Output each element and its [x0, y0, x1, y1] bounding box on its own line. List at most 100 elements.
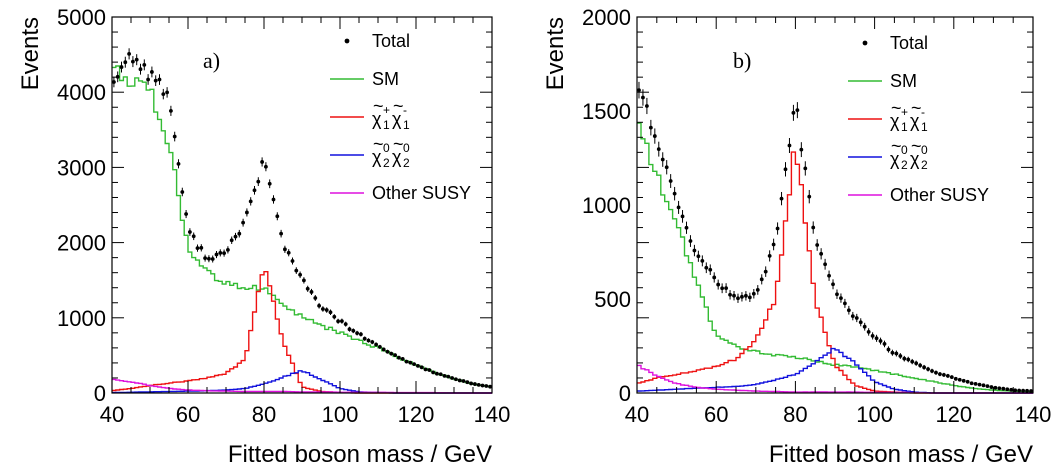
legend-label-charg: χ~ +1 χ~ -1 [890, 98, 928, 134]
data-point [910, 359, 915, 364]
data-point [775, 226, 780, 231]
legend-sub: 2 [403, 156, 410, 170]
data-point [134, 57, 139, 62]
series-sm-histogram [112, 65, 492, 388]
data-point [248, 199, 253, 204]
y-tick-label: 4000 [57, 80, 106, 105]
data-point [400, 357, 405, 361]
data-point [290, 259, 295, 263]
data-point [480, 383, 485, 388]
data-point [127, 51, 131, 56]
data-point [779, 196, 784, 201]
data-point [317, 303, 321, 308]
data-point [229, 238, 234, 243]
data-point [119, 65, 124, 69]
data-point [823, 262, 827, 267]
data-point [720, 286, 725, 291]
data-point [977, 382, 982, 387]
legend-label-sm: SM [372, 69, 399, 89]
x-tick-label: 100 [856, 402, 893, 427]
data-point [882, 342, 887, 346]
legend-tilde: ~ [911, 98, 922, 118]
legend-sub: 1 [383, 118, 390, 132]
data-point [423, 367, 428, 372]
legend-sup: 0 [383, 141, 390, 155]
data-point [795, 108, 800, 113]
data-point [740, 294, 744, 299]
legend-tilde: ~ [891, 98, 902, 118]
data-point [397, 355, 401, 360]
data-point [138, 67, 143, 72]
legend-sup: - [403, 103, 407, 117]
data-point [321, 307, 325, 311]
data-point [328, 310, 333, 315]
x-tick-label: 120 [935, 402, 972, 427]
legend-sup: + [901, 105, 908, 119]
x-tick-label: 80 [252, 402, 276, 427]
data-point [1013, 388, 1018, 393]
data-point [696, 254, 701, 259]
x-tick-label: 100 [322, 402, 359, 427]
data-point [637, 88, 641, 93]
data-point [934, 370, 938, 375]
data-point [815, 243, 820, 247]
legend-sub: 1 [403, 118, 410, 132]
data-point [969, 381, 974, 386]
data-point [660, 157, 665, 162]
plot-frame [636, 16, 1034, 394]
data-point [351, 328, 356, 333]
legend-marker-total [862, 40, 868, 46]
data-point [385, 349, 390, 354]
data-point [146, 77, 151, 82]
data-point [302, 278, 306, 283]
data-point [965, 379, 970, 384]
data-point [150, 70, 154, 74]
data-point [427, 368, 432, 372]
legend-sup: - [921, 105, 925, 119]
data-point [799, 147, 804, 152]
y-tick-label: 1000 [582, 193, 631, 218]
data-point [771, 242, 776, 247]
legend-marker-total [344, 38, 350, 44]
data-point [791, 110, 796, 115]
data-point [957, 377, 962, 382]
x-axis-title: Fitted boson mass / GeV [228, 441, 492, 468]
data-point [1021, 388, 1025, 393]
data-point [945, 373, 950, 378]
data-point [997, 386, 1002, 391]
data-point [862, 324, 867, 329]
data-point [305, 286, 310, 291]
data-point [755, 288, 760, 292]
data-point [942, 372, 946, 377]
data-point [355, 331, 359, 336]
data-point [469, 381, 473, 386]
data-point [922, 365, 926, 370]
data-point [918, 363, 923, 368]
data-point [759, 277, 764, 282]
data-point [961, 378, 966, 383]
data-point [336, 319, 340, 324]
legend-tilde: ~ [393, 96, 404, 116]
data-point [645, 104, 649, 108]
data-point [412, 362, 416, 366]
y-axis-title: Events [17, 17, 44, 90]
data-point [1005, 387, 1010, 392]
data-point [214, 252, 219, 257]
data-point [324, 308, 329, 312]
data-point [747, 295, 752, 300]
legend-label-charg: χ~ +1 χ~ -1 [372, 96, 410, 132]
data-point [419, 365, 424, 370]
data-point [435, 371, 439, 376]
y-tick-label: 1500 [582, 99, 631, 124]
data-point [256, 179, 261, 184]
data-point [370, 340, 375, 344]
data-point [846, 308, 851, 313]
legend-label-neut: χ~ 02 χ~ 02 [890, 136, 928, 172]
data-point [153, 78, 158, 83]
data-point [783, 167, 788, 172]
data-point [309, 290, 314, 294]
data-point [438, 372, 443, 377]
data-point [191, 234, 196, 239]
legend-label-total: Total [372, 31, 410, 51]
y-tick-label: 2000 [582, 5, 631, 30]
